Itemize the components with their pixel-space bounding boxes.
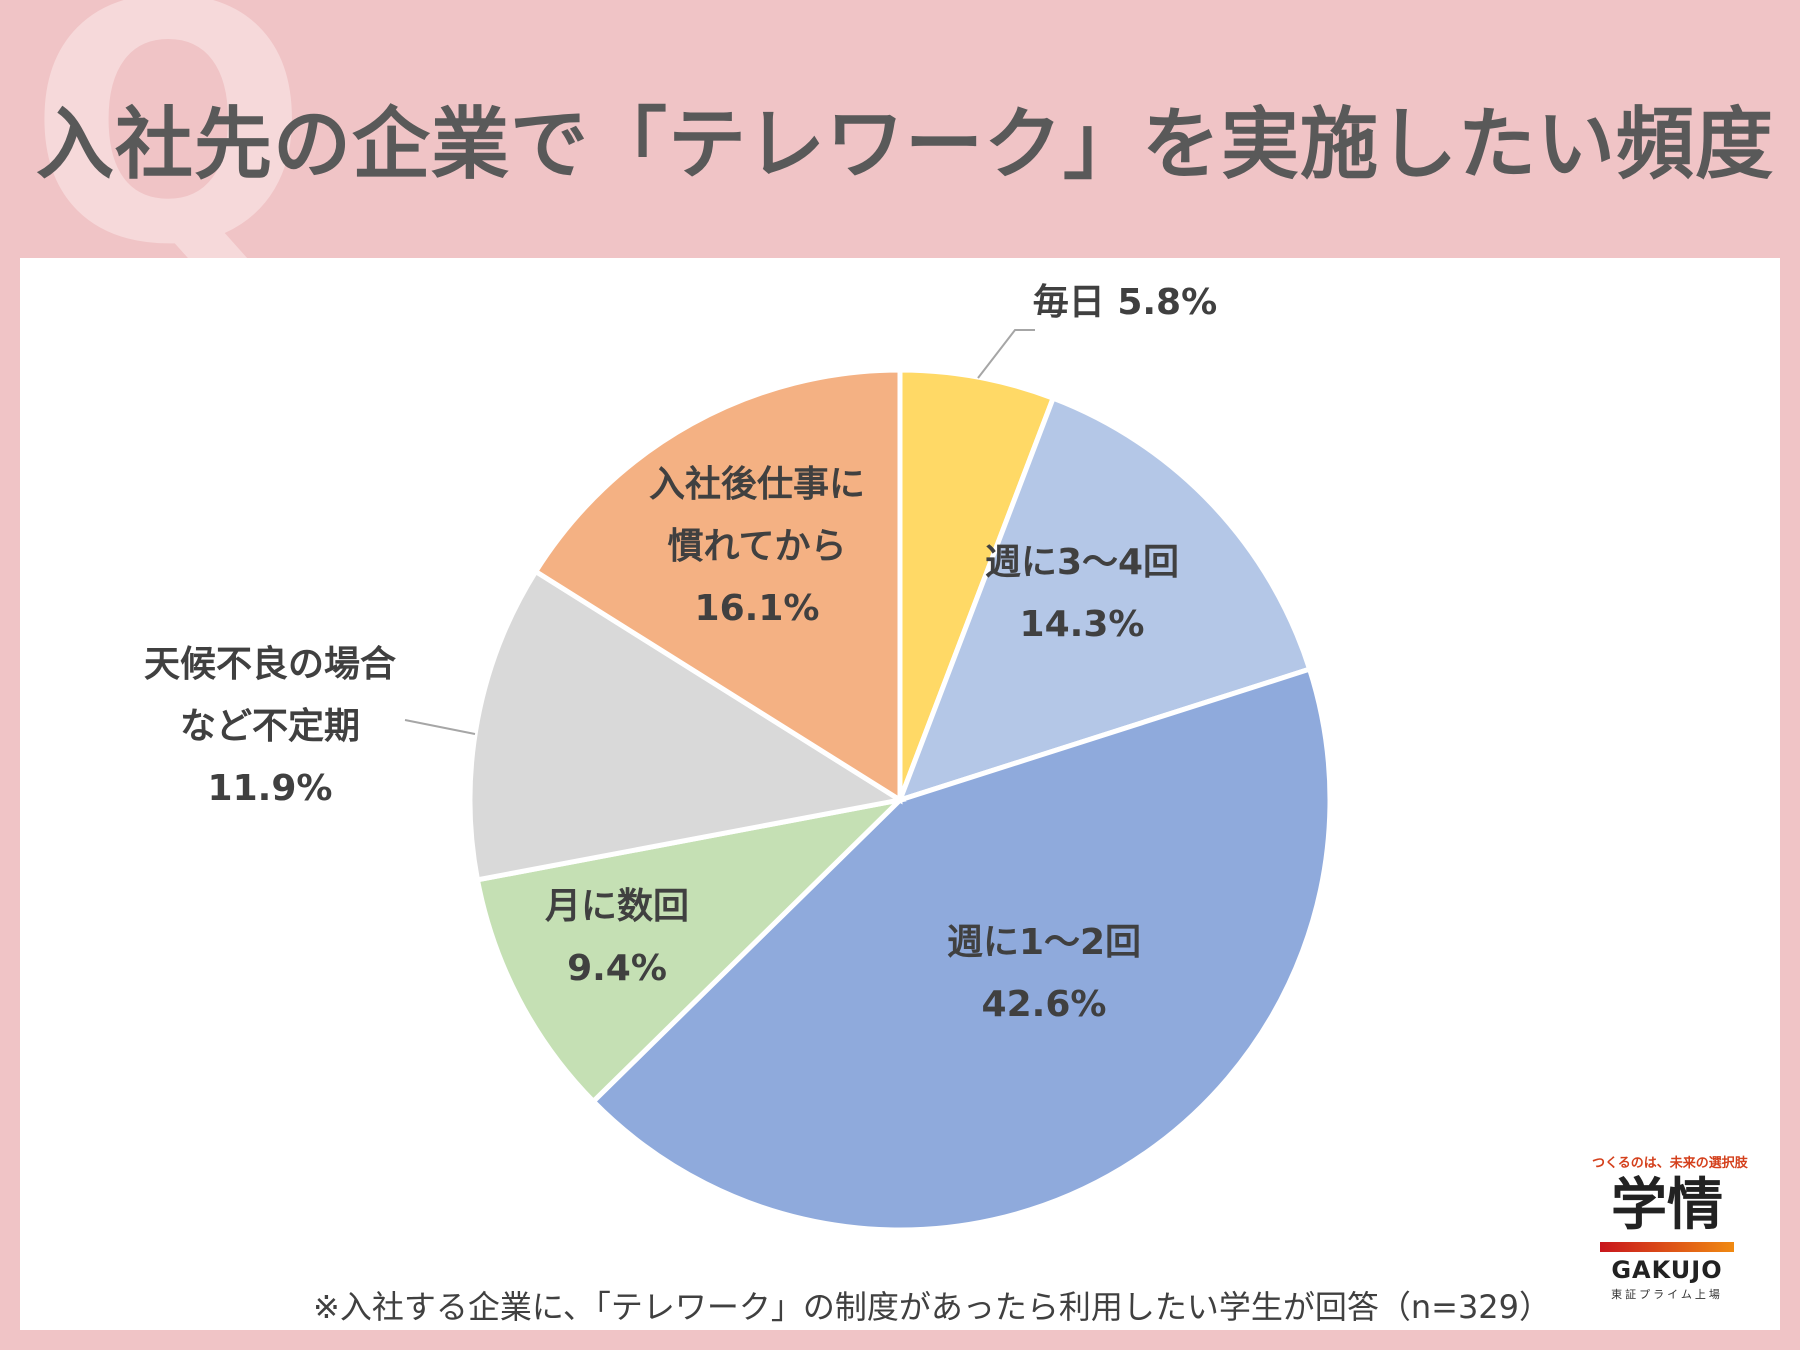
slice-label-3: 月に数回 9.4% [545,886,689,989]
pie-chart: 毎日 5.8% 週に3～4回 14.3% 週に1～2回 42.6% 月に数回 9.4% 天候不… [144,282,1333,1233]
slice-label-5-line-1: 慣れてから [668,526,847,567]
slice-label-1-line-0: 週に3～4回 [985,542,1179,583]
page-title: 入社先の企業で「テレワーク」を実施したい頻度 [36,100,1775,190]
q-watermark: Q [28,0,309,317]
slice-label-2-line-1: 42.6% [982,984,1107,1025]
logo-name-en: GAKUJO [1611,1255,1723,1284]
slice-label-4: 天候不良の場合など不定期 11.9% [144,644,396,809]
slice-label-5-line-2: 16.1% [695,588,820,629]
leader-line-0 [977,329,1035,379]
slice-label-0-line-0: 毎日 5.8% [1033,282,1217,323]
gakujo-logo: つくるのは、未来の選択肢 学情 GAKUJO 東証プライム上場 [1592,1152,1748,1302]
slice-label-5: 入社後仕事に慣れてから 16.1% [649,464,865,629]
leader-line-4 [404,719,476,735]
slice-label-4-line-2: 11.9% [208,768,333,809]
slice-label-1-line-1: 14.3% [1020,604,1145,645]
slice-label-1: 週に3～4回 14.3% [985,542,1179,645]
footnote: ※入社する企業に、「テレワーク」の制度があったら利用したい学生が回答（n=329… [313,1288,1552,1326]
logo-name: 学情 [1611,1173,1723,1238]
slice-label-4-line-1: など不定期 [180,706,360,747]
pie-slice-3 [474,796,908,1105]
pie-slice-5 [532,367,903,805]
chart-panel: 毎日 5.8% 週に3～4回 14.3% 週に1～2回 42.6% 月に数回 9.4% 天候不… [20,258,1780,1330]
logo-tagline: つくるのは、未来の選択肢 [1592,1156,1748,1171]
pie-slice-2 [589,666,1333,1233]
slice-label-0: 毎日 5.8% [1033,282,1217,323]
logo-sub: 東証プライム上場 [1611,1287,1723,1301]
slice-label-2: 週に1～2回 42.6% [947,922,1141,1025]
slice-label-3-line-0: 月に数回 [545,886,689,927]
slice-label-5-line-0: 入社後仕事に [649,464,865,505]
pie-slice-4 [467,568,907,883]
logo-bar [1600,1241,1734,1252]
slice-label-4-line-0: 天候不良の場合 [144,644,396,685]
slice-label-2-line-0: 週に1～2回 [947,922,1141,963]
slice-label-3-line-1: 9.4% [567,948,667,989]
